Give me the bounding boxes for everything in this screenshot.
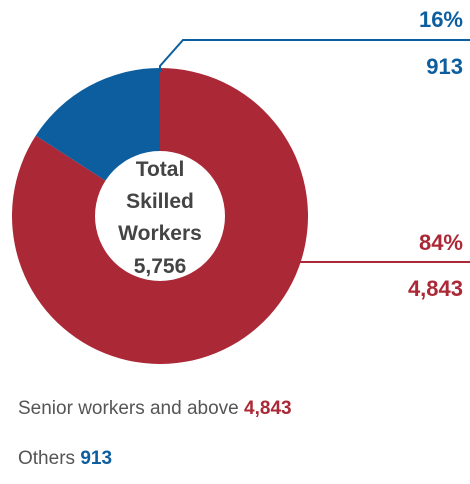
callout-percent-others: 16% bbox=[419, 7, 463, 32]
legend-item-senior: Senior workers and above 4,843 bbox=[18, 398, 292, 420]
callout-value-others: 913 bbox=[426, 54, 463, 79]
center-label-line: Total bbox=[136, 158, 185, 181]
legend-label-senior: Senior workers and above bbox=[18, 398, 239, 419]
center-label-line: Skilled bbox=[126, 190, 194, 213]
callout-senior: 84% 4,843 bbox=[300, 230, 470, 301]
callout-value-senior: 4,843 bbox=[408, 276, 463, 301]
center-label-line: Workers bbox=[118, 222, 202, 245]
donut-hole bbox=[95, 151, 225, 281]
callout-percent-senior: 84% bbox=[419, 230, 463, 255]
legend-label-others: Others bbox=[18, 448, 76, 469]
center-label-line: 5,756 bbox=[134, 255, 187, 278]
callout-others: 16% 913 bbox=[159, 7, 470, 79]
callout-leader-others bbox=[159, 39, 470, 72]
legend-value-others: 913 bbox=[80, 448, 113, 469]
center-label: Total Skilled Workers 5,756 bbox=[118, 158, 202, 278]
legend-item-others: Others 913 bbox=[18, 448, 112, 470]
legend-value-senior: 4,843 bbox=[244, 398, 292, 419]
